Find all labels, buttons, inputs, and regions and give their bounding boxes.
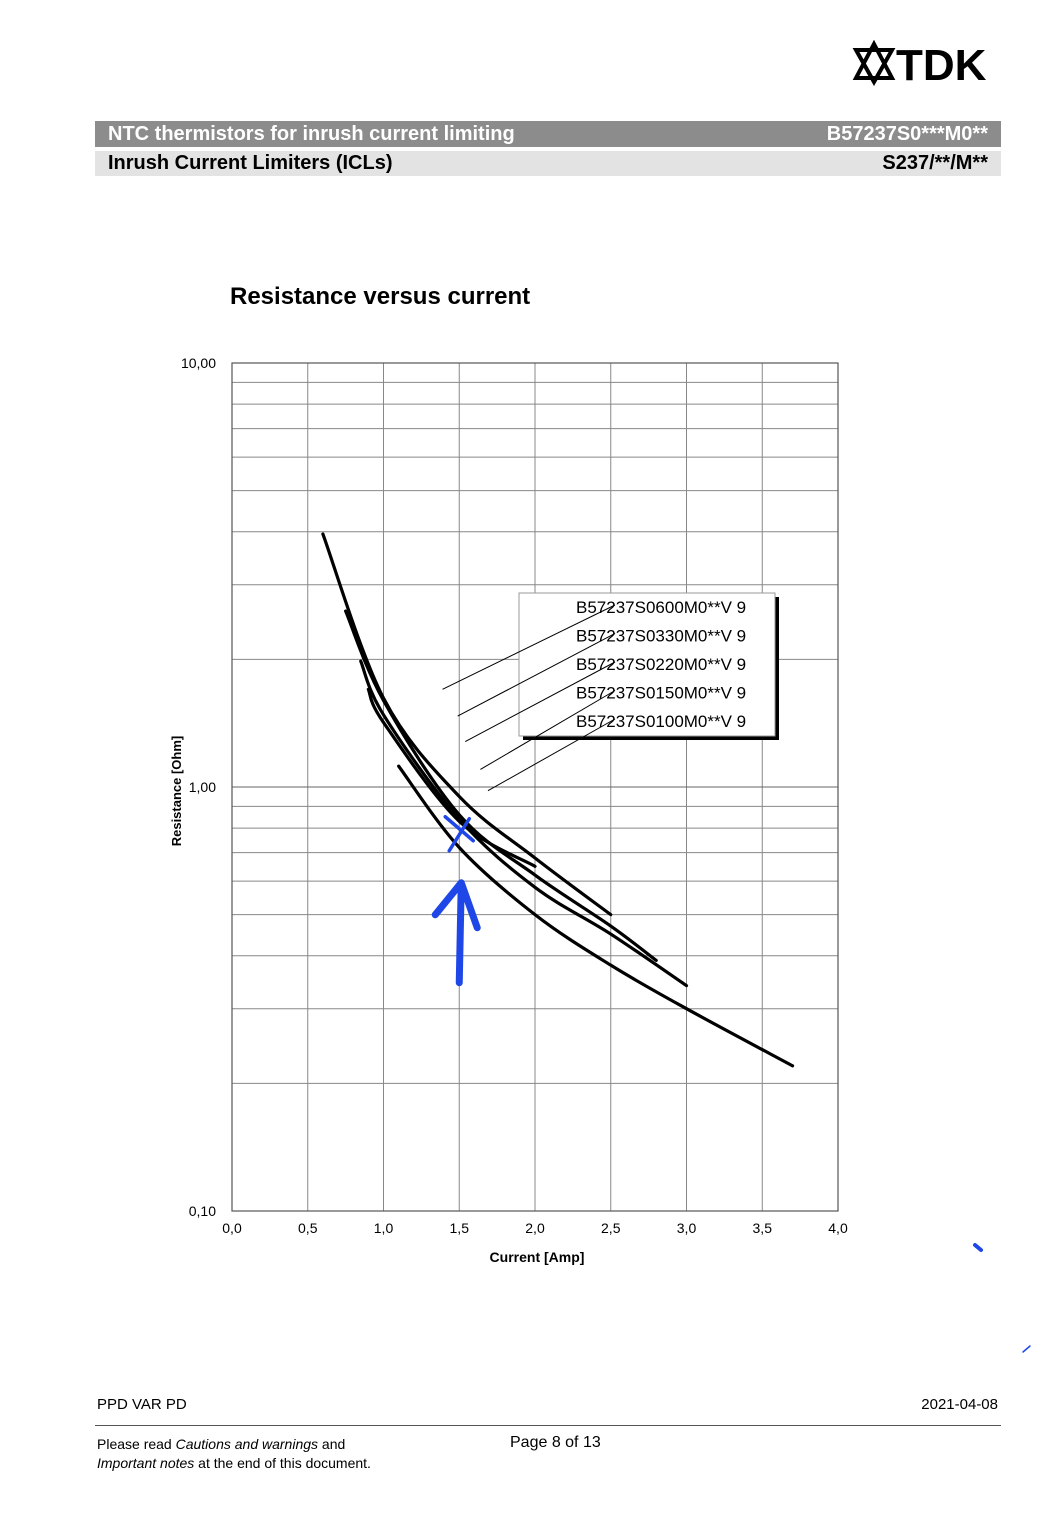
part-number: B57237S0***M0**	[826, 123, 988, 145]
footer-date: 2021-04-08	[921, 1396, 998, 1413]
legend-entry: B57237S0150M0**V 9	[576, 684, 746, 703]
legend-leader-line	[480, 690, 616, 770]
subheader-bar: Inrush Current Limiters (ICLs) S237/**/M…	[95, 151, 1001, 176]
pen-mark	[1022, 1345, 1031, 1353]
series-curve	[397, 764, 795, 1068]
plot-frame	[231, 362, 839, 1212]
x-axis-label: Current [Amp]	[490, 1249, 585, 1265]
legend-leader-line	[487, 718, 616, 792]
series-code: S237/**/M**	[882, 152, 988, 174]
x-tick-label: 2,0	[525, 1220, 545, 1236]
cautions-link-text: Cautions and warnings	[175, 1436, 319, 1452]
y-tick-label: 0,10	[189, 1203, 216, 1219]
chart-grid	[231, 362, 839, 1212]
legend-leader-line	[465, 661, 616, 742]
arrow-up-icon	[431, 879, 481, 987]
document-title: NTC thermistors for inrush current limit…	[108, 123, 515, 145]
legend-entry: B57237S0600M0**V 9	[576, 598, 746, 617]
y-tick-label: 1,00	[189, 779, 216, 795]
y-tick-label: 10,00	[181, 355, 216, 371]
legend-leader-line	[457, 633, 616, 717]
legend-entry: B57237S0100M0**V 9	[576, 712, 746, 731]
x-tick-label: 3,0	[677, 1220, 697, 1236]
legend-entry: B57237S0220M0**V 9	[576, 655, 746, 674]
legend-leader-line	[442, 604, 616, 690]
series-curve	[359, 659, 689, 988]
important-notes-text: Important notes	[97, 1455, 195, 1471]
x-tick-label: 1,5	[450, 1220, 470, 1236]
footer-divider	[95, 1425, 1001, 1426]
handwritten-annotation	[431, 815, 1031, 1353]
x-tick-label: 0,5	[298, 1220, 318, 1236]
tdk-logo: TDK	[852, 40, 987, 86]
y-axis-label: Resistance [Ohm]	[169, 736, 184, 847]
page-number: Page 8 of 13	[510, 1434, 601, 1451]
legend-box	[518, 592, 776, 737]
tdk-logo-text: TDK	[896, 41, 987, 86]
footer-department: PPD VAR PD	[97, 1396, 187, 1413]
document-subtitle: Inrush Current Limiters (ICLs)	[108, 152, 393, 174]
footer-note: Please read Cautions and warnings and Im…	[97, 1436, 371, 1471]
chart-ticks: 0,0 0,5 1,0 1,5 2,0 2,5 3,0 3,5 4,0 0,10 1,00 10,00	[181, 355, 848, 1236]
chart-legend: B57237S0600M0**V 9 B57237S0330M0**V 9 B572…	[442, 592, 779, 792]
x-tick-label: 2,5	[601, 1220, 621, 1236]
series-curve	[366, 687, 537, 868]
tdk-emblem-icon	[852, 40, 896, 86]
legend-entry: B57237S0330M0**V 9	[576, 627, 746, 646]
series-curve	[321, 532, 613, 917]
x-tick-label: 1,0	[374, 1220, 394, 1236]
header-bar: NTC thermistors for inrush current limit…	[95, 121, 1001, 147]
x-tick-label: 4,0	[828, 1220, 848, 1236]
x-tick-label: 0,0	[222, 1220, 242, 1236]
cross-mark-icon	[443, 815, 475, 853]
chart-curves	[321, 532, 795, 1068]
pen-mark	[973, 1243, 983, 1252]
x-tick-label: 3,5	[753, 1220, 773, 1236]
chart-title: Resistance versus current	[230, 283, 531, 310]
